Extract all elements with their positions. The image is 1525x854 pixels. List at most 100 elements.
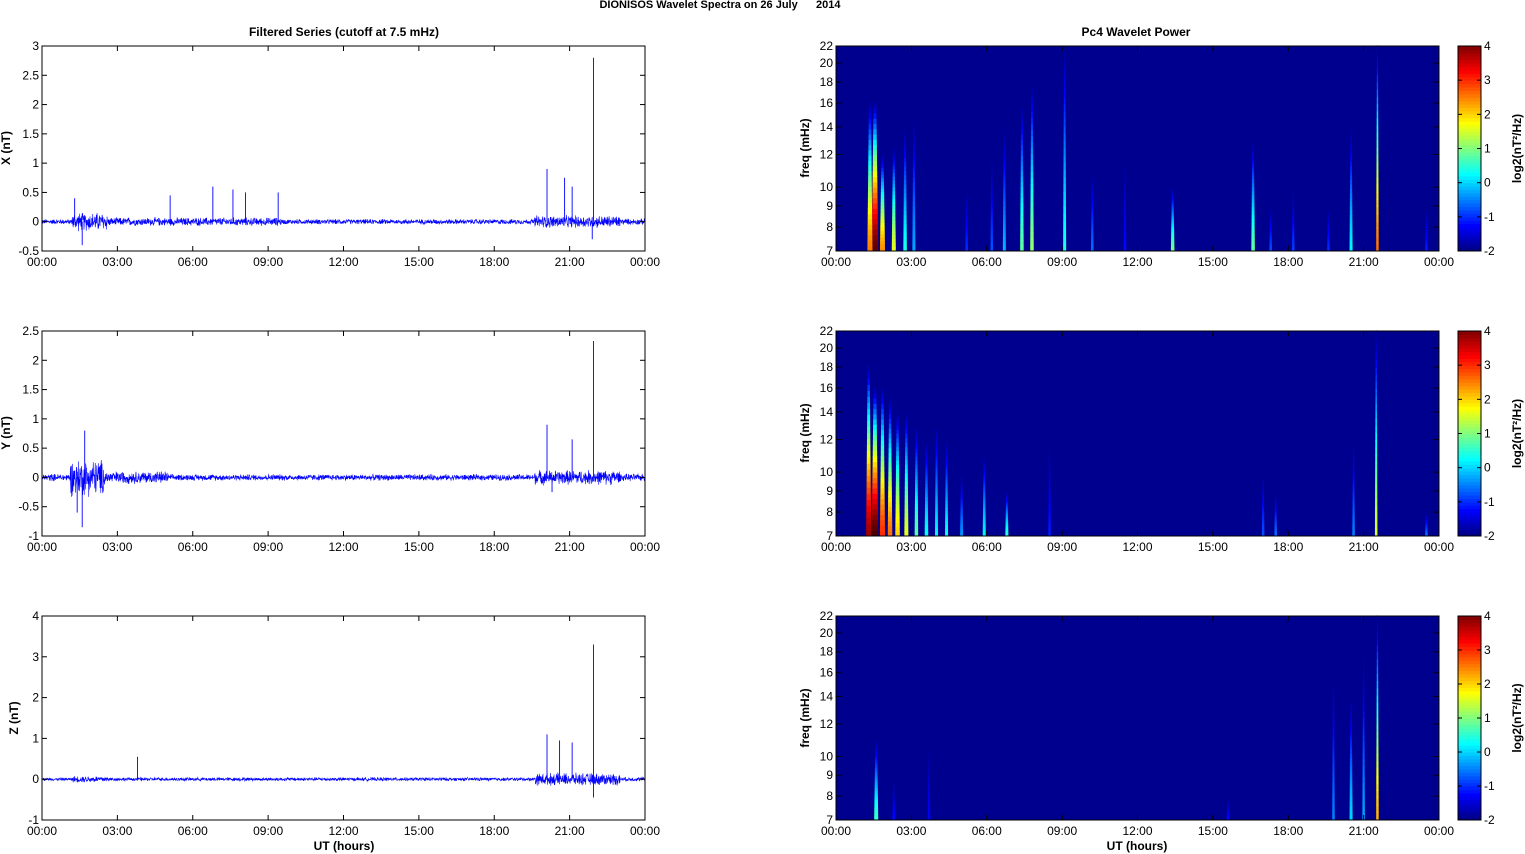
power-burst <box>904 513 909 519</box>
power-burst <box>990 202 993 207</box>
power-burst <box>1002 223 1006 229</box>
x-tick-label: 12:00 <box>328 540 358 554</box>
power-burst <box>965 223 968 226</box>
power-burst <box>1020 139 1023 146</box>
colorbar-cell <box>1458 508 1481 513</box>
power-burst <box>1123 246 1127 251</box>
colorbar-cell <box>1458 803 1481 807</box>
power-burst <box>925 445 928 450</box>
colorbar-cell <box>1458 199 1481 204</box>
power-burst <box>1350 744 1353 750</box>
power-burst <box>1124 178 1126 183</box>
power-burst <box>875 756 878 760</box>
power-burst <box>881 153 884 158</box>
power-burst <box>1063 125 1066 134</box>
y-tick-label: 22 <box>820 609 834 623</box>
x-tick-label: 21:00 <box>1349 255 1379 269</box>
power-burst <box>912 216 916 222</box>
y-tick-label: 9 <box>826 484 833 498</box>
power-burst <box>873 112 877 119</box>
power-burst <box>904 491 908 497</box>
power-burst <box>928 779 930 783</box>
power-burst <box>1021 112 1023 119</box>
power-burst <box>893 789 895 792</box>
power-burst <box>1374 513 1378 522</box>
power-burst <box>1003 188 1006 194</box>
colorbar-cell <box>1458 622 1481 627</box>
power-burst <box>867 234 873 241</box>
power-burst <box>990 240 993 245</box>
power-burst <box>1063 52 1066 61</box>
power-burst <box>1030 208 1034 215</box>
power-burst <box>1171 195 1174 199</box>
colorbar-tick-label: -2 <box>1484 244 1495 258</box>
power-burst <box>903 179 907 185</box>
power-burst <box>1376 710 1379 718</box>
colorbar-cell <box>1458 93 1481 98</box>
power-burst <box>1274 504 1277 508</box>
power-burst <box>1292 220 1295 224</box>
power-burst <box>1332 793 1335 799</box>
power-burst <box>888 418 892 424</box>
power-burst <box>1171 225 1175 229</box>
power-burst <box>867 202 873 209</box>
power-burst <box>881 413 884 420</box>
power-burst <box>1048 456 1051 461</box>
power-burst <box>991 171 993 176</box>
power-burst <box>991 181 993 186</box>
power-burst <box>887 530 893 536</box>
power-burst <box>1063 199 1066 208</box>
power-burst <box>1030 135 1034 143</box>
power-burst <box>1030 153 1034 161</box>
power-burst <box>881 178 884 183</box>
power-burst <box>1005 509 1008 512</box>
power-burst <box>912 245 916 251</box>
power-burst <box>1262 503 1265 507</box>
power-burst <box>1251 175 1255 180</box>
power-burst <box>1292 209 1295 213</box>
power-burst <box>896 446 899 452</box>
power-burst <box>1376 60 1379 68</box>
power-burst <box>935 523 938 529</box>
power-burst <box>903 210 907 216</box>
power-burst <box>1376 125 1379 134</box>
power-burst <box>1048 531 1051 536</box>
colorbar-cell <box>1458 741 1481 746</box>
power-burst <box>872 487 878 494</box>
power-burst <box>1261 526 1265 530</box>
power-burst <box>867 223 873 230</box>
power-burst <box>1251 179 1255 184</box>
power-burst <box>965 197 968 201</box>
power-burst <box>915 444 918 449</box>
power-burst <box>1327 243 1330 247</box>
power-burst <box>892 187 896 192</box>
y-tick-label: 1 <box>32 412 39 426</box>
power-burst <box>1252 167 1255 172</box>
power-burst <box>945 504 948 509</box>
power-burst <box>1327 245 1330 248</box>
power-burst <box>924 514 929 519</box>
power-burst <box>1375 447 1378 456</box>
power-burst <box>1031 93 1033 101</box>
power-burst <box>880 195 885 200</box>
power-burst <box>1005 528 1009 532</box>
colorbar-cell <box>1458 680 1481 685</box>
colorbar-cell <box>1458 385 1481 390</box>
power-burst <box>903 237 907 243</box>
power-burst <box>1292 248 1295 251</box>
power-burst <box>892 809 895 813</box>
power-burst <box>1227 804 1229 807</box>
power-burst <box>1270 210 1272 213</box>
power-burst <box>1063 169 1066 178</box>
power-burst <box>1332 808 1335 815</box>
x-tick-label: 00:00 <box>1424 540 1454 554</box>
colorbar-cell <box>1458 704 1481 709</box>
power-burst <box>1292 232 1295 236</box>
y-tick-label: -1 <box>28 529 39 543</box>
power-burst <box>874 779 878 783</box>
colorbar-cell <box>1458 813 1481 818</box>
power-burst <box>1020 213 1024 220</box>
power-burst <box>892 805 895 808</box>
power-burst <box>1425 245 1428 248</box>
